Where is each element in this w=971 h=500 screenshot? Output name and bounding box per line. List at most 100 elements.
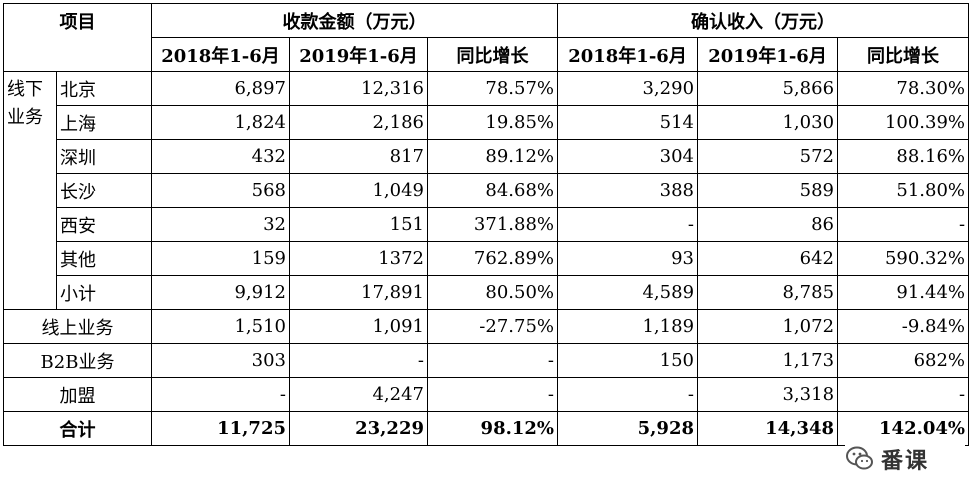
table-cell: 514 xyxy=(557,105,699,140)
table-cell: 17,891 xyxy=(289,275,428,310)
total-label: 合计 xyxy=(3,411,152,446)
row-label: 北京 xyxy=(56,71,152,106)
table-cell: 3,290 xyxy=(557,71,699,106)
table-cell: 1,824 xyxy=(151,105,290,140)
row-label: 其他 xyxy=(56,241,152,276)
table-cell: 1,510 xyxy=(151,309,290,344)
table-cell: 80.50% xyxy=(426,275,559,310)
watermark-text: 番课 xyxy=(881,449,930,474)
table-cell: 32 xyxy=(151,207,290,242)
offline-group-label-line: 线下 xyxy=(7,79,43,100)
table-cell: 1,049 xyxy=(289,173,428,208)
header-period: 2018年1-6月 xyxy=(151,37,290,72)
row-label: 西安 xyxy=(56,207,152,242)
table-cell: 89.12% xyxy=(426,139,559,174)
table-cell: 5,866 xyxy=(697,71,839,106)
table-cell: 93 xyxy=(557,241,699,276)
table-cell: - xyxy=(837,207,970,242)
header-row-1: 项目 收款金额（万元） 确认收入（万元） xyxy=(3,3,970,72)
table-cell: 19.85% xyxy=(426,105,559,140)
row-label: 线上业务 xyxy=(3,309,152,344)
table-cell: 150 xyxy=(557,343,699,378)
wechat-icon xyxy=(846,446,873,470)
table-cell: 91.44% xyxy=(837,275,970,310)
table-cell: 1372 xyxy=(289,241,428,276)
total-cell: 11,725 xyxy=(151,411,290,446)
table-cell: 642 xyxy=(697,241,839,276)
header-revenue: 确认收入（万元） xyxy=(557,3,970,38)
table-cell: 51.80% xyxy=(837,173,970,208)
table-row: 加盟 -4,247- -3,318- xyxy=(3,377,970,412)
table-cell: - xyxy=(289,343,428,378)
table-cell: - xyxy=(837,377,970,412)
row-label: 深圳 xyxy=(56,139,152,174)
table-cell: 1,091 xyxy=(289,309,428,344)
table-cell: 4,247 xyxy=(289,377,428,412)
watermark: 番课 xyxy=(845,442,965,476)
table-row: 小计 9,912 17,891 80.50% 4,589 8,785 91.44% xyxy=(4,275,970,310)
table-cell: -27.75% xyxy=(426,309,559,344)
header-period: 2018年1-6月 xyxy=(557,37,699,72)
table-cell: - xyxy=(557,377,699,412)
table-cell: 159 xyxy=(151,241,290,276)
table-cell: 762.89% xyxy=(426,241,559,276)
total-cell: 5,928 xyxy=(557,411,699,446)
table-cell: 590.32% xyxy=(837,241,970,276)
table-cell: 589 xyxy=(697,173,839,208)
table-cell: 572 xyxy=(697,139,839,174)
offline-group-label-line: 业务 xyxy=(7,107,43,128)
table-row: 线下业务 北京 6,897 12,316 78.57% 3,290 5,866 78.30% xyxy=(3,71,970,310)
table-cell: 1,173 xyxy=(697,343,839,378)
table-cell: 151 xyxy=(289,207,428,242)
table-cell: 303 xyxy=(151,343,290,378)
table-cell: 304 xyxy=(557,139,699,174)
total-cell: 23,229 xyxy=(289,411,428,446)
table-cell: 432 xyxy=(151,139,290,174)
table-cell: 3,318 xyxy=(697,377,839,412)
table-cell: - xyxy=(426,343,559,378)
total-cell: 14,348 xyxy=(697,411,839,446)
table-cell: 817 xyxy=(289,139,428,174)
table-cell: 84.68% xyxy=(426,173,559,208)
table-cell: 682% xyxy=(837,343,970,378)
table-row: B2B业务 303- -150 1,173 682% xyxy=(3,343,970,378)
table-cell: 1,030 xyxy=(697,105,839,140)
data-table: 项目 收款金额（万元） 确认收入（万元） 2018年1-6月 2019年1-6月… xyxy=(3,3,970,446)
offline-group-label: 线下 业务 xyxy=(3,71,57,310)
header-period: 2019年1-6月 xyxy=(289,37,428,72)
table-row: 线上业务 1,510 1,091 -27.75% 1,189 1,072 -9.84% xyxy=(3,309,970,344)
table-cell: 388 xyxy=(557,173,699,208)
header-period: 2019年1-6月 xyxy=(697,37,839,72)
table-cell: -9.84% xyxy=(837,309,970,344)
table-cell: 78.57% xyxy=(426,71,559,106)
table-cell: 1,189 xyxy=(557,309,699,344)
table-cell: 8,785 xyxy=(697,275,839,310)
total-cell: 98.12% xyxy=(426,411,559,446)
table-cell: 9,912 xyxy=(151,275,290,310)
header-period: 同比增长 xyxy=(426,37,559,72)
row-label: 小计 xyxy=(56,275,152,310)
table-cell: 88.16% xyxy=(837,139,970,174)
table-cell: - xyxy=(151,377,290,412)
table-cell: 2,186 xyxy=(289,105,428,140)
header-receipts: 收款金额（万元） xyxy=(150,3,559,38)
row-label: 上海 xyxy=(56,105,152,140)
table-cell: 371.88% xyxy=(426,207,559,242)
table-row: 其他 159 1372 762.89% 93 642 590.32% xyxy=(4,241,970,276)
header-period: 同比增长 xyxy=(837,37,970,72)
header-row-2: 2018年1-6月 2019年1-6月 同比增长 2018年1-6月 2019年… xyxy=(4,37,970,72)
total-row: 合计 11,725 23,229 98.12% 5,928 14,348 142.04% xyxy=(3,411,970,446)
row-label: 长沙 xyxy=(56,173,152,208)
table-cell: 86 xyxy=(697,207,839,242)
table-cell: 6,897 xyxy=(151,71,290,106)
total-cell: 142.04% xyxy=(837,411,970,446)
table-cell: 78.30% xyxy=(837,71,970,106)
table-row: 上海 1,824 2,186 19.85% 514 1,030 100.39% xyxy=(4,105,970,140)
table-cell: 568 xyxy=(151,173,290,208)
table-cell: 4,589 xyxy=(557,275,699,310)
table-row: 西安 32 151 371.88% -86- xyxy=(4,207,970,242)
table-cell: 100.39% xyxy=(837,105,970,140)
table-row: 长沙 568 1,049 84.68% 388 589 51.80% xyxy=(4,173,970,208)
header-item: 项目 xyxy=(3,3,152,72)
table-cell: 12,316 xyxy=(289,71,428,106)
